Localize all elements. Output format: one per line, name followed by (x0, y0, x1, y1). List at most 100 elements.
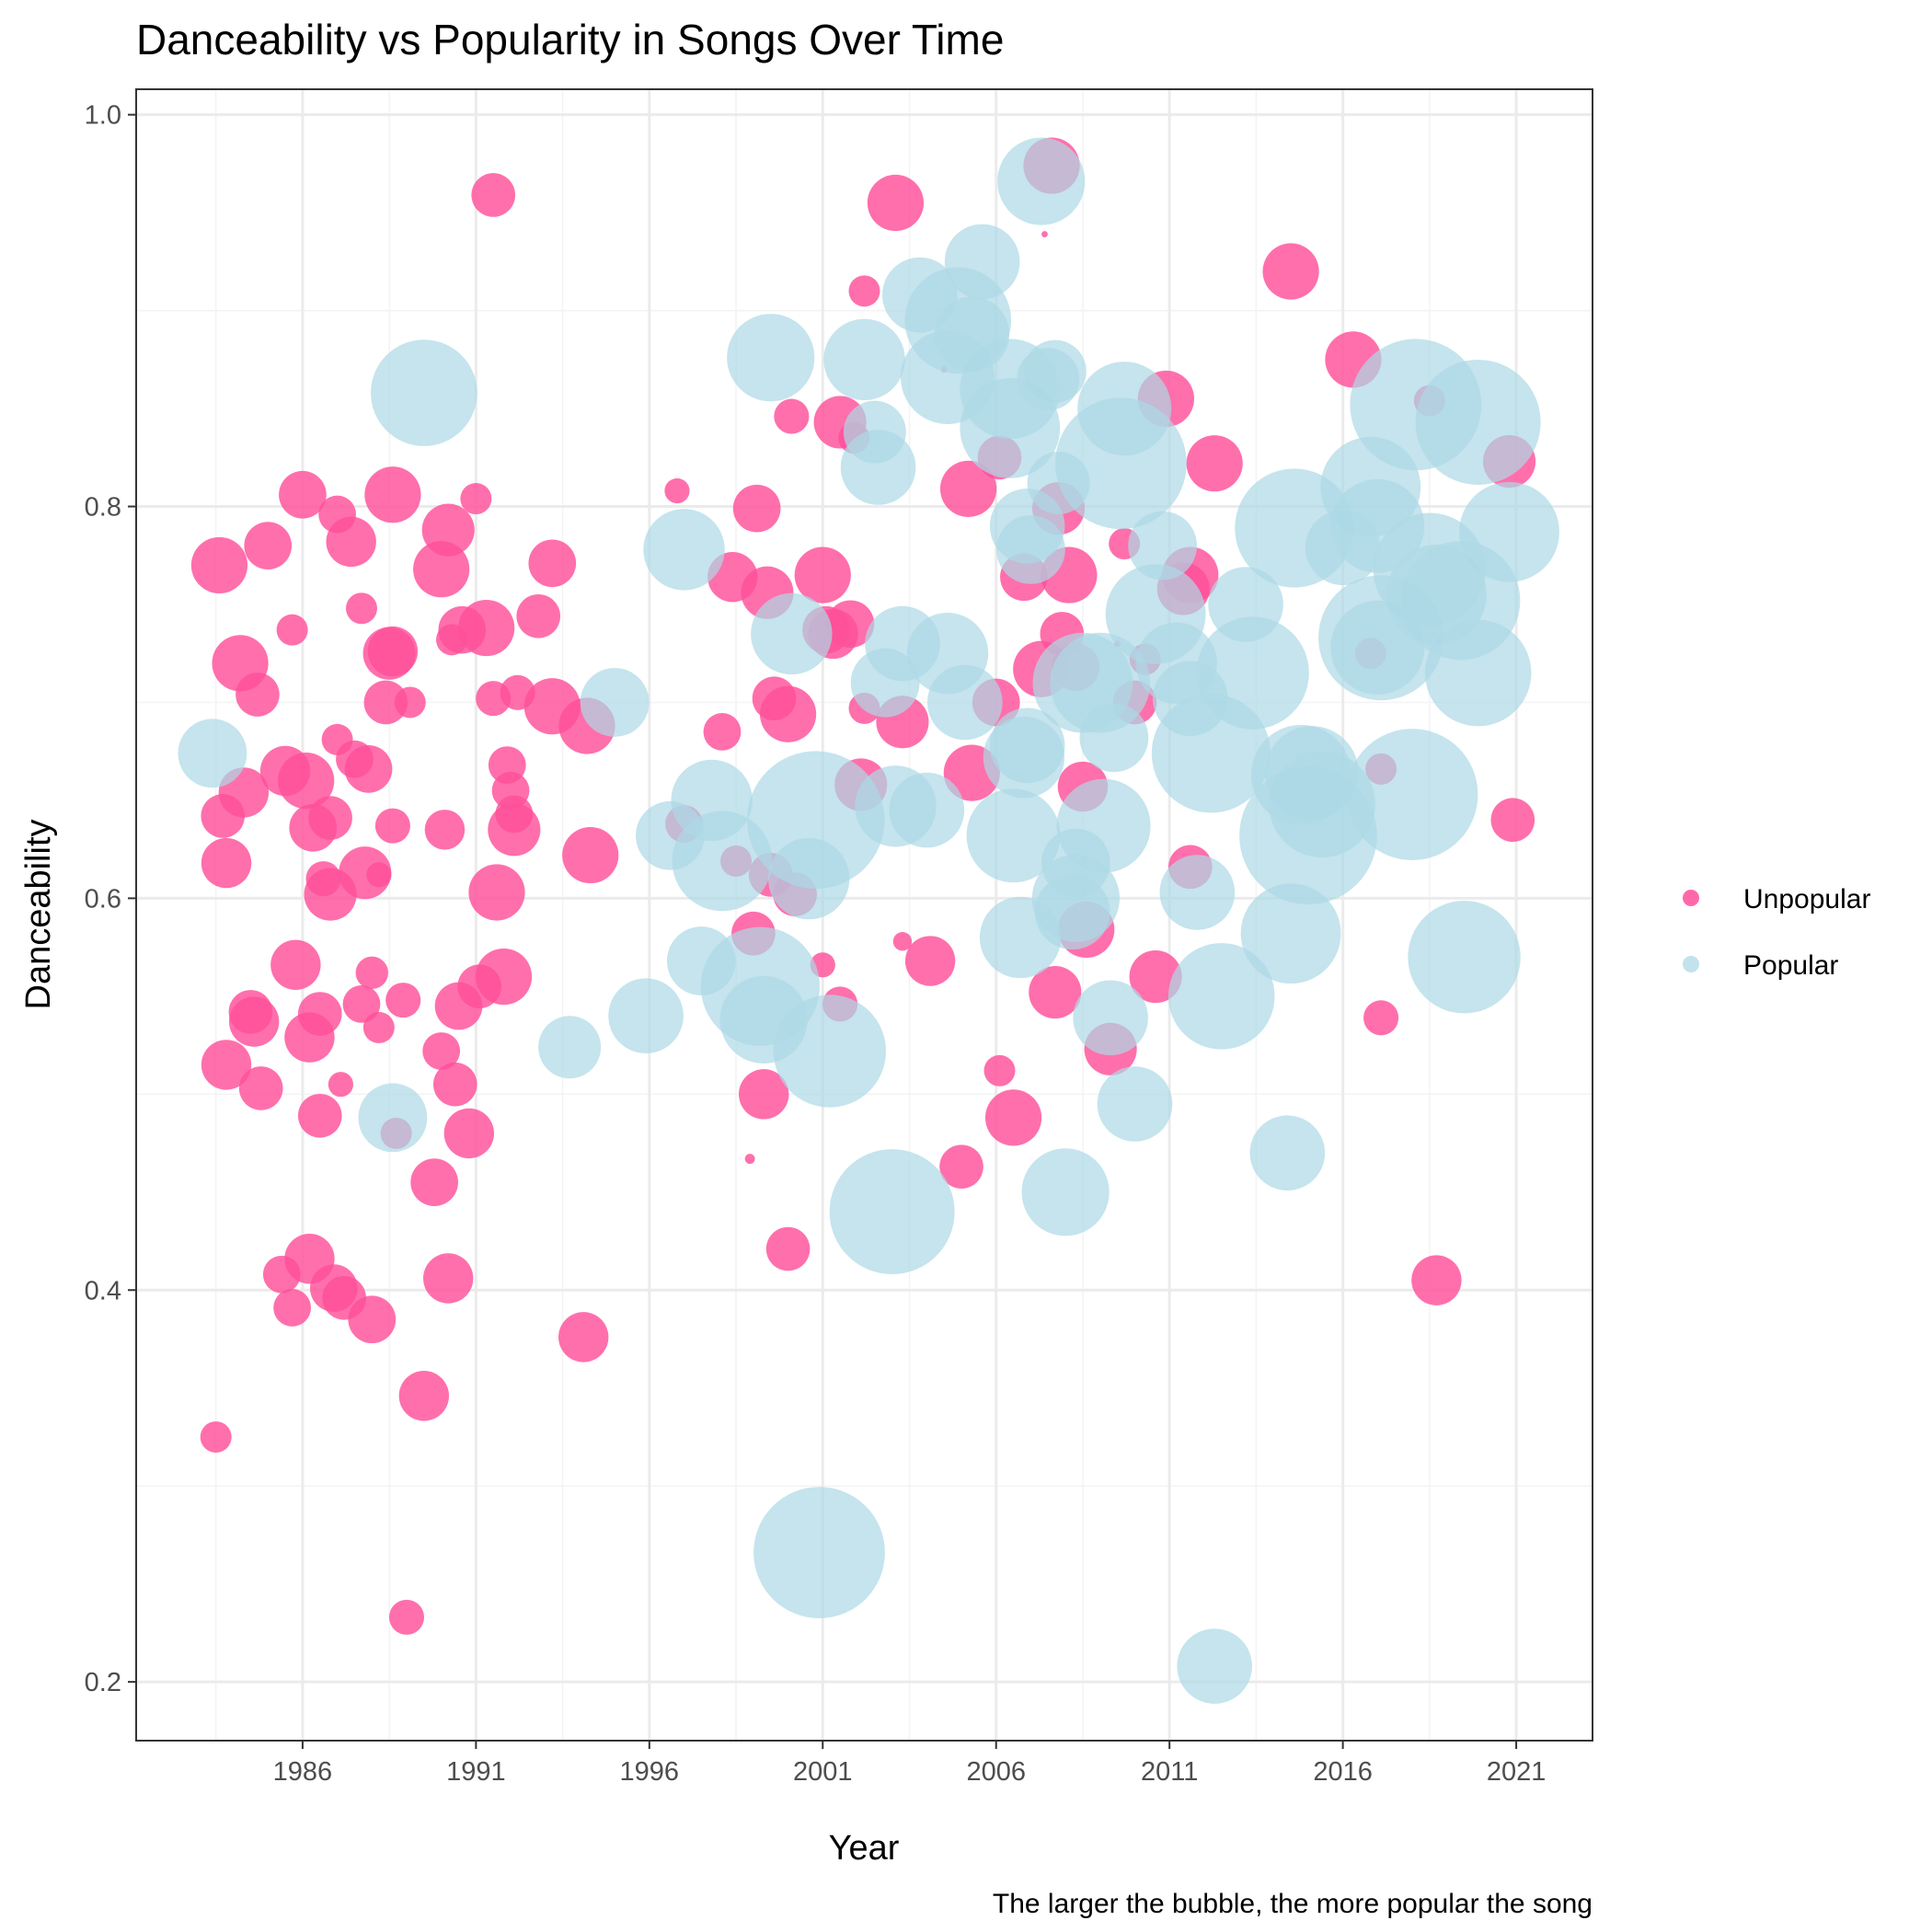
chart-title: Danceability vs Popularity in Songs Over… (136, 16, 1004, 63)
series-popular (178, 137, 1559, 1704)
data-point (989, 707, 1065, 784)
data-point (279, 470, 327, 519)
data-point (643, 509, 725, 591)
legend: Unpopular Popular (1683, 884, 1870, 981)
data-point (1408, 901, 1521, 1014)
data-point (751, 592, 833, 675)
data-point (385, 983, 421, 1018)
x-tick-label: 2011 (1141, 1757, 1198, 1787)
data-point (944, 224, 1020, 300)
data-point (744, 1154, 755, 1165)
data-point (840, 430, 916, 505)
data-point (1077, 362, 1172, 456)
data-point (1023, 339, 1087, 403)
data-point (558, 1312, 609, 1363)
data-point (538, 1016, 602, 1079)
y-tick-label: 1.0 (85, 101, 121, 131)
data-point (422, 1032, 461, 1070)
data-point (997, 137, 1086, 225)
data-point (468, 864, 525, 921)
data-point (366, 862, 392, 888)
data-point (1159, 855, 1236, 930)
data-point (927, 664, 1003, 741)
data-point (495, 795, 534, 834)
data-point (348, 1295, 397, 1344)
data-point (1415, 359, 1541, 485)
y-tick-label: 0.2 (85, 1668, 121, 1697)
data-point (1097, 1066, 1173, 1142)
chart-caption: The larger the bubble, the more popular … (993, 1889, 1593, 1919)
data-point (190, 536, 248, 594)
data-point (201, 837, 252, 889)
data-point (765, 1226, 811, 1271)
data-point (201, 1040, 252, 1090)
data-point (794, 546, 851, 604)
x-tick-label: 1991 (446, 1757, 506, 1787)
data-point (829, 1149, 955, 1275)
x-axis-title: Year (829, 1829, 900, 1868)
data-point (823, 318, 905, 401)
data-point (1167, 943, 1275, 1050)
data-point (475, 948, 533, 1006)
data-point (703, 713, 742, 751)
x-tick-label: 2006 (966, 1757, 1026, 1787)
y-tick-label: 0.8 (85, 493, 121, 523)
data-point (904, 936, 956, 986)
data-point (344, 745, 393, 793)
data-point (608, 978, 684, 1053)
data-point (1196, 616, 1309, 730)
data-point (1186, 435, 1243, 492)
data-point (460, 483, 492, 515)
x-tick-label: 2016 (1313, 1757, 1373, 1787)
x-tick-label: 2001 (793, 1757, 853, 1787)
data-point (363, 680, 408, 725)
data-point (1240, 883, 1341, 984)
legend-label-unpopular: Unpopular (1743, 884, 1870, 914)
data-point (1249, 1115, 1326, 1191)
y-tick-label: 0.6 (85, 884, 121, 914)
data-point (1262, 243, 1319, 300)
data-point (297, 1093, 342, 1138)
legend-label-popular: Popular (1743, 950, 1838, 981)
data-point (889, 772, 965, 848)
data-point (345, 592, 377, 625)
x-axis: 1986 1991 1996 2001 2006 2011 2016 2021 (273, 1741, 1546, 1787)
data-point (580, 668, 650, 737)
data-point (664, 477, 690, 504)
data-point (398, 1371, 450, 1421)
data-point (1346, 729, 1478, 860)
data-point (1073, 980, 1148, 1056)
data-point (432, 1062, 477, 1107)
data-point (443, 1108, 495, 1159)
x-tick-label: 1986 (273, 1757, 333, 1787)
data-point (1041, 231, 1048, 237)
data-point (1177, 1628, 1252, 1704)
y-axis-title: Danceability (19, 820, 58, 1010)
data-point (939, 460, 997, 517)
data-point (326, 516, 376, 568)
data-point (362, 1011, 395, 1043)
data-point (410, 1158, 458, 1206)
data-point (1079, 703, 1149, 773)
data-point (1363, 1000, 1399, 1036)
data-point (867, 174, 925, 232)
data-point (738, 1069, 789, 1120)
data-point (753, 1487, 885, 1618)
data-point (1031, 854, 1121, 943)
data-point (1128, 511, 1198, 581)
data-point (364, 466, 421, 523)
data-point (297, 992, 342, 1036)
data-point (355, 956, 388, 989)
data-point (374, 808, 410, 844)
data-point (458, 599, 515, 657)
data-point (939, 1144, 983, 1189)
data-point (1490, 798, 1535, 843)
data-point (244, 522, 293, 569)
data-point (562, 826, 619, 884)
data-point (848, 275, 880, 307)
data-point (1029, 966, 1082, 1019)
data-point (774, 398, 810, 434)
data-point (394, 686, 426, 719)
legend-swatch-unpopular (1683, 890, 1699, 906)
